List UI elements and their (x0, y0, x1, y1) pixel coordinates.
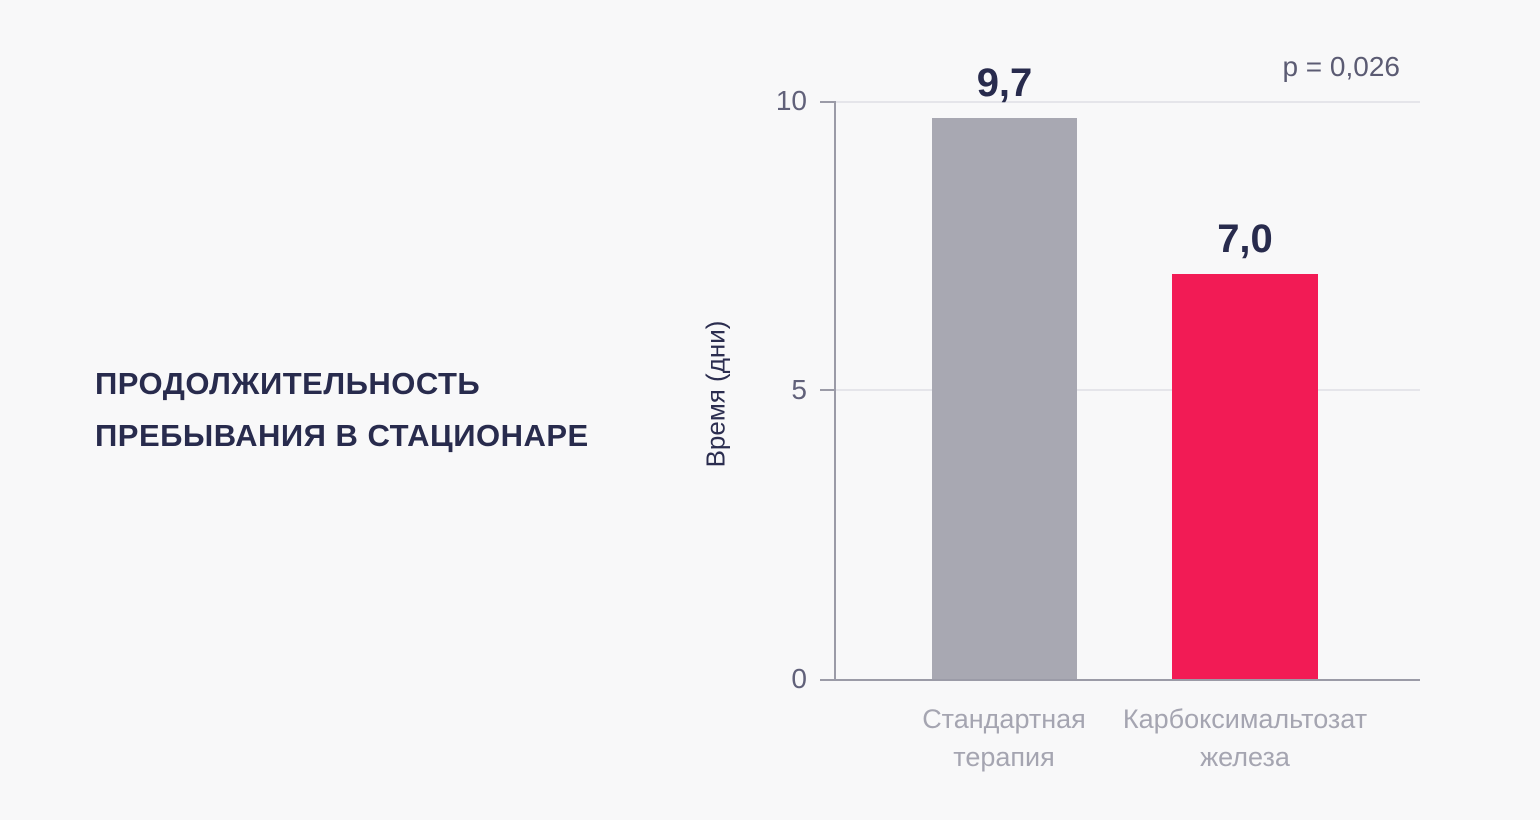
gridline-5 (836, 389, 1420, 391)
plot-area: 9,7 7,0 (820, 61, 1420, 681)
bar-ferric-carboxymaltose (1172, 274, 1318, 679)
y-tick-mark-0 (820, 679, 834, 681)
chart-title: ПРОДОЛЖИТЕЛЬНОСТЬ ПРЕБЫВАНИЯ В СТАЦИОНАР… (95, 358, 589, 462)
y-tick-label-5: 5 (791, 374, 807, 405)
chart-title-line2: ПРЕБЫВАНИЯ В СТАЦИОНАРЕ (95, 418, 589, 453)
bar-value-label-standard-therapy: 9,7 (976, 61, 1033, 105)
x-category-label-line: Стандартная (922, 704, 1086, 734)
x-category-label-standard-therapy: Стандартная терапия (839, 700, 1169, 776)
y-tick-mark-5 (820, 389, 834, 391)
p-value-annotation: p = 0,026 (1282, 51, 1400, 82)
x-category-label-line: терапия (953, 742, 1055, 772)
x-category-label-line: Карбоксимальтозат (1122, 704, 1368, 734)
x-category-label-line: железа (1200, 742, 1290, 772)
bar-value-label-ferric-carboxymaltose: 7,0 (1217, 217, 1273, 261)
y-axis-title: Время (дни) (700, 320, 731, 468)
y-tick-label-0: 0 (791, 663, 807, 694)
y-tick-label-10: 10 (775, 85, 807, 116)
bar-standard-therapy (932, 118, 1077, 679)
x-category-label-ferric-carboxymaltose: Карбоксимальтозат железа (1080, 700, 1410, 776)
y-tick-mark-10 (820, 101, 834, 103)
chart-title-line1: ПРОДОЛЖИТЕЛЬНОСТЬ (95, 366, 481, 401)
gridline-10 (836, 101, 1420, 103)
